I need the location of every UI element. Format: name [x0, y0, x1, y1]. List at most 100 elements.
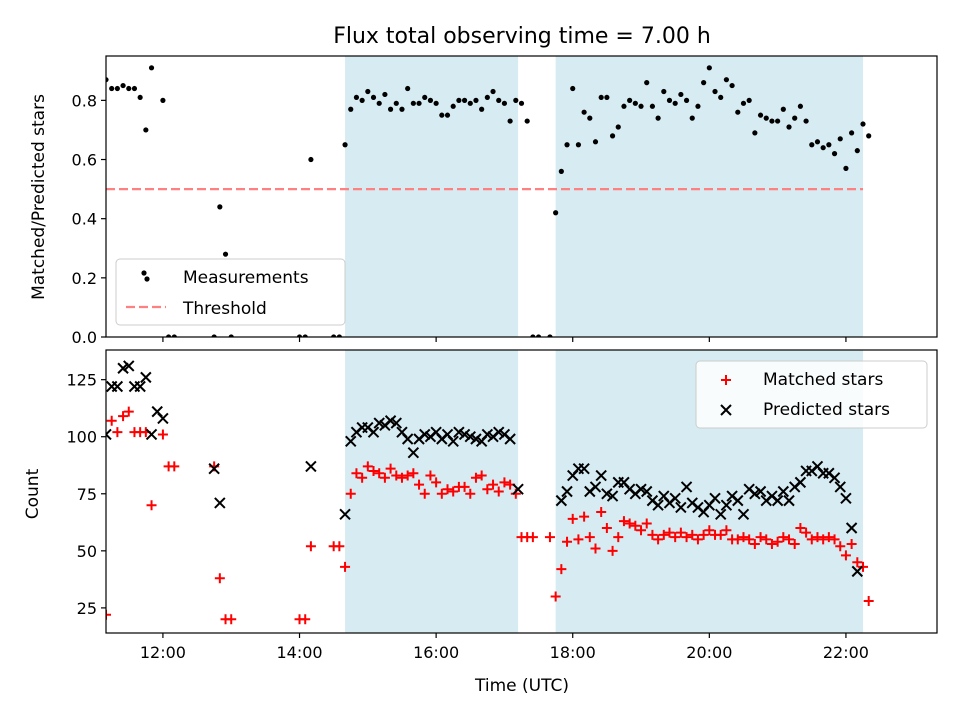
matched-stars-point: [118, 411, 129, 422]
matched-stars-point: [436, 488, 447, 499]
matched-stars-point: [624, 518, 635, 529]
measurement-point: [211, 334, 217, 337]
matched-stars-point: [379, 472, 390, 483]
predicted-stars-point: [504, 433, 516, 445]
predicted-stars-point: [720, 499, 733, 511]
measurement-point: [370, 94, 377, 101]
measurement-point: [114, 85, 120, 92]
matched-stars-point: [305, 541, 316, 552]
measurement-point: [558, 168, 564, 174]
measurement-point: [695, 103, 701, 109]
measurement-point: [843, 165, 849, 171]
predicted-stars-point: [367, 426, 380, 438]
measurement-point: [535, 334, 542, 337]
measurement-point: [106, 77, 109, 83]
matched-stars-point: [544, 532, 555, 543]
matched-stars-point: [579, 511, 590, 522]
legend-matched-label: Matched stars: [763, 370, 883, 390]
measurement-point: [752, 130, 758, 136]
matched-stars-point: [818, 534, 829, 545]
matched-stars-point: [658, 529, 669, 540]
matched-stars-point: [345, 488, 356, 499]
measurement-point: [638, 103, 644, 109]
predicted-stars-point: [447, 435, 459, 447]
matched-stars-point: [641, 518, 652, 529]
measurement-point: [342, 142, 348, 148]
measurement-point: [740, 100, 747, 106]
predicted-stars-point: [845, 522, 858, 534]
matched-stars-point: [749, 538, 760, 549]
predicted-stars-point: [732, 494, 744, 507]
matched-stars-point: [766, 538, 777, 549]
x-tick-label: 12:00: [140, 643, 186, 662]
measurement-point: [860, 121, 866, 127]
predicted-stars-point: [512, 483, 524, 495]
measurement-point: [627, 97, 633, 103]
matched-stars-point: [863, 596, 874, 607]
predicted-stars-point: [305, 460, 317, 473]
measurement-point: [331, 334, 337, 337]
x-tick-label: 14:00: [276, 643, 322, 662]
matched-stars-point: [123, 406, 134, 417]
matched-stars-point: [357, 472, 368, 483]
measurement-point: [496, 97, 502, 103]
legend-predicted-label: Predicted stars: [763, 400, 890, 420]
measurement-point: [575, 142, 582, 148]
matched-stars-point: [721, 525, 732, 536]
legend-predicted-marker: [720, 404, 732, 416]
measurement-point: [718, 94, 724, 101]
predicted-stars-point: [754, 485, 767, 498]
predicted-stars-point: [555, 494, 568, 507]
measurement-point: [678, 91, 684, 98]
measurement-point: [433, 100, 439, 106]
measurement-point: [672, 100, 678, 106]
measurement-point: [712, 88, 718, 95]
matched-stars-point: [146, 500, 157, 511]
matched-stars-point: [482, 484, 493, 495]
measurement-point: [831, 151, 838, 157]
axes-frame: [105, 349, 938, 634]
measurement-point: [410, 100, 416, 106]
x-tick-label: 18:00: [550, 643, 596, 662]
matched-stars-point: [562, 536, 573, 547]
bottom-y-axis-label: Count: [23, 468, 43, 519]
axes-frame: [105, 55, 938, 338]
predicted-stars-point: [595, 469, 607, 482]
measurement-point: [382, 91, 388, 98]
matched-stars-point: [106, 415, 117, 426]
measurement-point: [683, 97, 690, 103]
predicted-stars-point: [834, 481, 846, 493]
count-panel: 25 50 75 100 125 12:00 14:00 16:00 18:00 20:00 22:…: [66, 349, 938, 662]
matched-stars-point: [112, 427, 123, 438]
matched-stars-point: [687, 529, 698, 540]
measurement-point: [484, 94, 490, 101]
measurement-point: [746, 97, 752, 103]
measurement-point: [706, 65, 712, 71]
measurement-point: [729, 82, 735, 89]
matched-stars-point: [664, 527, 675, 538]
predicted-stars-point: [214, 497, 226, 509]
matched-stars-point: [527, 532, 538, 543]
measurement-point: [166, 334, 172, 337]
matched-stars-point: [169, 461, 180, 472]
x-axis-label: Time (UTC): [474, 676, 569, 696]
matched-stars-point: [488, 479, 499, 490]
matched-stars-point: [459, 481, 470, 492]
matched-stars-point: [784, 534, 795, 545]
matched-stars-point: [550, 591, 561, 602]
matched-stars-point: [476, 470, 487, 481]
y-tick-label: 125: [66, 371, 97, 390]
matched-stars-point: [858, 561, 869, 572]
matched-stars-point: [362, 461, 373, 472]
matched-stars-point: [226, 614, 237, 625]
measurement-point: [570, 85, 576, 92]
matched-stars-point: [618, 516, 629, 527]
measurement-point: [849, 130, 855, 136]
bottom-legend: [695, 360, 928, 429]
x-tick-label: 22:00: [823, 643, 869, 662]
matched-stars-point: [465, 488, 476, 499]
matched-stars-point: [493, 486, 504, 497]
matched-stars-point: [414, 479, 425, 490]
measurement-point: [826, 142, 832, 148]
measurement-point: [547, 334, 553, 337]
